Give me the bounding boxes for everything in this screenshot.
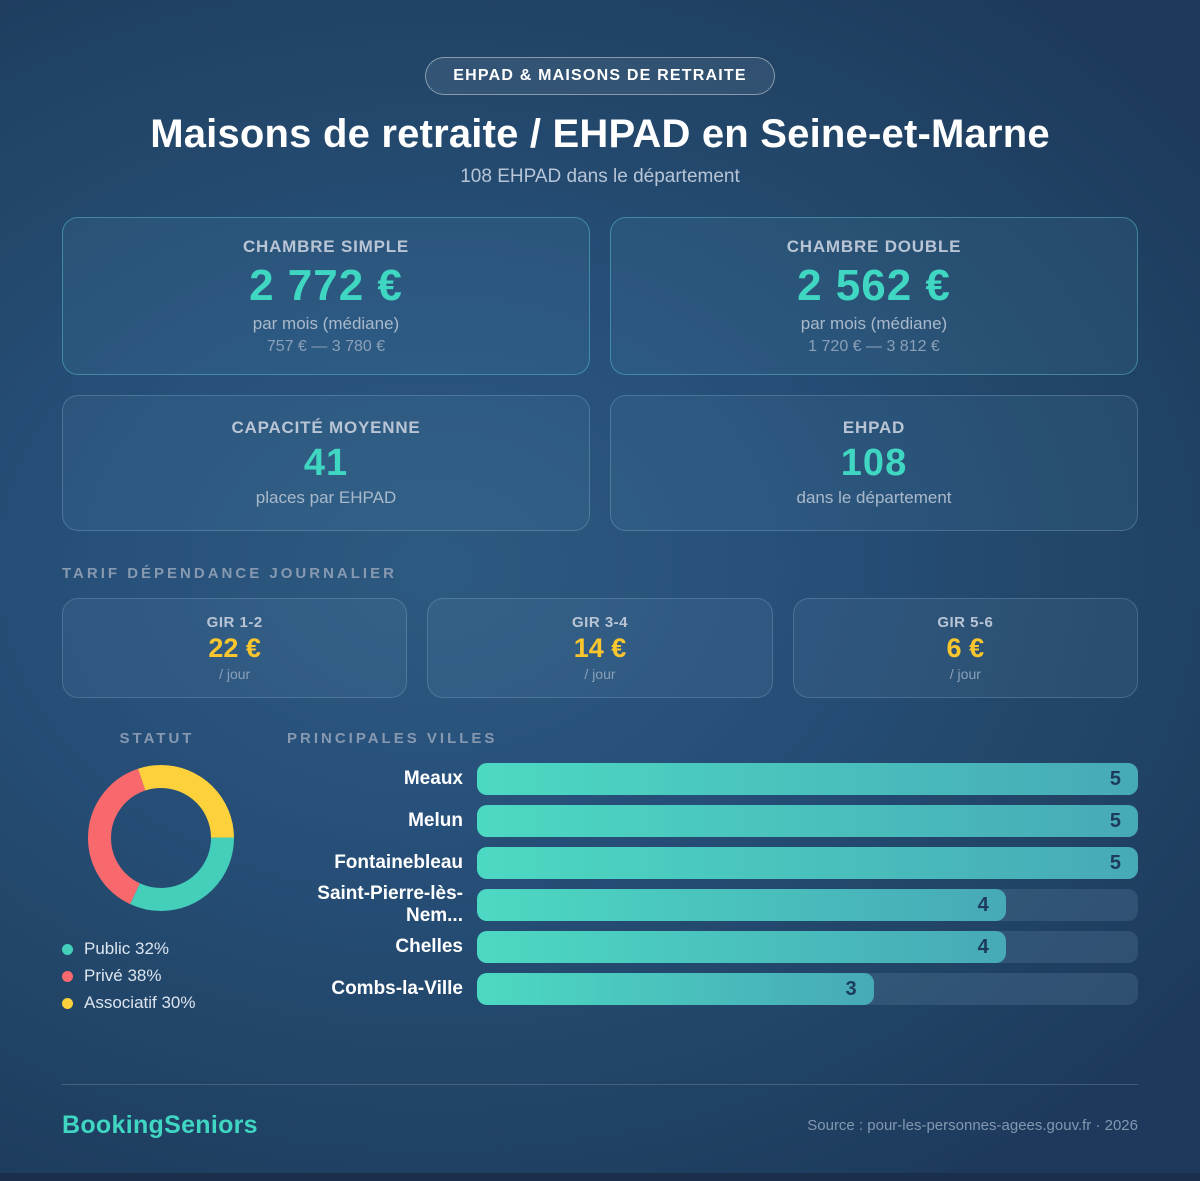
charts-row: STATUT Public 32% Privé 38% bbox=[62, 730, 1138, 1020]
stat-card-value: 2 562 € bbox=[797, 260, 951, 310]
stat-card-capacite-moyenne: CAPACITÉ MOYENNE 41 places par EHPAD bbox=[62, 395, 590, 531]
gir-card-5-6: GIR 5-6 6 € / jour bbox=[792, 598, 1138, 698]
bar-fill: 3 bbox=[477, 973, 874, 1005]
gir-unit: / jour bbox=[584, 666, 616, 682]
bar-category-label: Combs-la-Ville bbox=[331, 978, 463, 999]
bar-value-label: 4 bbox=[977, 893, 989, 916]
stat-card-range: 1 720 € — 3 812 € bbox=[808, 337, 940, 355]
stat-card-label: EHPAD bbox=[842, 418, 906, 437]
page-title: Maisons de retraite / EHPAD en Seine-et-… bbox=[150, 112, 1050, 156]
legend-label: Public 32% bbox=[84, 939, 170, 958]
stat-card-sub: par mois (médiane) bbox=[800, 313, 948, 333]
bar-value-label: 3 bbox=[845, 977, 857, 1000]
villes-bar-chart: Meaux 5 Melun 5 Fo bbox=[287, 763, 1138, 1005]
stat-card-sub: dans le département bbox=[796, 488, 952, 507]
gir-value: 6 € bbox=[946, 633, 985, 663]
villes-chart-section: PRINCIPALES VILLES Meaux 5 Melun 5 bbox=[287, 730, 1138, 1020]
legend-label: Associatif 30% bbox=[84, 993, 196, 1012]
gir-label: GIR 1-2 bbox=[206, 614, 263, 631]
villes-chart-title: PRINCIPALES VILLES bbox=[287, 730, 498, 747]
brand-logo: BookingSeniors bbox=[62, 1111, 258, 1139]
stat-card-chambre-double: CHAMBRE DOUBLE 2 562 € par mois (médiane… bbox=[610, 217, 1138, 375]
legend-item-prive: Privé 38% bbox=[62, 966, 287, 986]
footer: BookingSeniors Source : pour-les-personn… bbox=[62, 1111, 1138, 1140]
stat-cards-grid: CHAMBRE SIMPLE 2 772 € par mois (médiane… bbox=[62, 217, 1138, 531]
source-attribution: Source : pour-les-personnes-agees.gouv.f… bbox=[807, 1117, 1138, 1134]
bar-row-fontainebleau: Fontainebleau 5 bbox=[287, 847, 1138, 879]
bar-track: 4 bbox=[477, 889, 1138, 921]
statut-chart-title: STATUT bbox=[119, 730, 195, 747]
bottom-edge-strip bbox=[0, 1173, 1200, 1181]
gir-label: GIR 5-6 bbox=[937, 614, 994, 631]
gir-value: 22 € bbox=[208, 633, 261, 663]
donut-segment-associatif bbox=[88, 765, 234, 911]
stat-card-label: CHAMBRE DOUBLE bbox=[786, 236, 962, 256]
donut-svg bbox=[88, 765, 234, 911]
bar-track: 4 bbox=[477, 931, 1138, 963]
stat-card-value: 2 772 € bbox=[249, 260, 403, 310]
bar-value-label: 5 bbox=[1109, 809, 1121, 832]
donut-segment-prive bbox=[88, 765, 234, 911]
footer-divider bbox=[62, 1084, 1138, 1085]
bar-row-saint-pierre: Saint-Pierre-lès-Nem... 4 bbox=[287, 883, 1138, 926]
tarif-section-title: TARIF DÉPENDANCE JOURNALIER bbox=[62, 565, 397, 582]
bar-fill: 4 bbox=[477, 931, 1006, 963]
gir-label: GIR 3-4 bbox=[571, 614, 628, 631]
bar-track: 5 bbox=[477, 805, 1138, 837]
legend-dot-public bbox=[62, 943, 73, 955]
legend-dot-prive bbox=[62, 970, 73, 982]
header-badge: EHPAD & MAISONS DE RETRAITE bbox=[425, 57, 775, 95]
statut-chart-section: STATUT Public 32% Privé 38% bbox=[62, 730, 287, 1020]
bar-category-label: Melun bbox=[408, 810, 463, 831]
legend-item-public: Public 32% bbox=[62, 939, 287, 959]
statut-donut-chart bbox=[88, 765, 234, 911]
gir-unit: / jour bbox=[949, 666, 981, 682]
stat-card-chambre-simple: CHAMBRE SIMPLE 2 772 € par mois (médiane… bbox=[62, 217, 590, 375]
bar-track: 5 bbox=[477, 847, 1138, 879]
bar-category-label: Meaux bbox=[403, 768, 463, 789]
bar-fill: 4 bbox=[477, 889, 1006, 921]
stat-card-sub: places par EHPAD bbox=[255, 488, 397, 507]
bar-fill: 5 bbox=[477, 805, 1138, 837]
bar-value-label: 5 bbox=[1109, 767, 1121, 790]
page-subtitle: 108 EHPAD dans le département bbox=[460, 166, 740, 187]
legend-label: Privé 38% bbox=[84, 966, 162, 985]
bar-fill: 5 bbox=[477, 763, 1138, 795]
gir-cards-grid: GIR 1-2 22 € / jour GIR 3-4 14 € / jour … bbox=[62, 598, 1138, 698]
bar-category-label: Saint-Pierre-lès-Nem... bbox=[317, 883, 463, 926]
bar-category-label: Chelles bbox=[395, 936, 463, 957]
gir-card-3-4: GIR 3-4 14 € / jour bbox=[427, 598, 773, 698]
statut-legend: Public 32% Privé 38% Associatif 30% bbox=[62, 939, 287, 1013]
stat-card-sub: par mois (médiane) bbox=[252, 313, 400, 333]
legend-dot-associatif bbox=[62, 997, 73, 1009]
gir-value: 14 € bbox=[573, 633, 627, 663]
stat-card-label: CHAMBRE SIMPLE bbox=[242, 236, 410, 256]
bar-track: 5 bbox=[477, 763, 1138, 795]
legend-item-associatif: Associatif 30% bbox=[62, 993, 287, 1013]
bar-track: 3 bbox=[477, 973, 1138, 1005]
bar-row-combs-la-ville: Combs-la-Ville 3 bbox=[287, 973, 1138, 1005]
bar-fill: 5 bbox=[477, 847, 1138, 879]
stat-card-ehpad-count: EHPAD 108 dans le département bbox=[610, 395, 1138, 531]
stat-card-value: 41 bbox=[303, 442, 349, 484]
bar-value-label: 5 bbox=[1109, 851, 1121, 874]
bar-row-melun: Melun 5 bbox=[287, 805, 1138, 837]
gir-unit: / jour bbox=[219, 666, 251, 682]
bar-category-label: Fontainebleau bbox=[334, 852, 463, 873]
stat-card-label: CAPACITÉ MOYENNE bbox=[231, 418, 421, 437]
gir-card-1-2: GIR 1-2 22 € / jour bbox=[62, 598, 408, 698]
stat-card-range: 757 € — 3 780 € bbox=[266, 337, 386, 355]
stat-card-value: 108 bbox=[840, 442, 908, 484]
bar-value-label: 4 bbox=[977, 935, 989, 958]
bar-row-meaux: Meaux 5 bbox=[287, 763, 1138, 795]
bar-row-chelles: Chelles 4 bbox=[287, 931, 1138, 963]
